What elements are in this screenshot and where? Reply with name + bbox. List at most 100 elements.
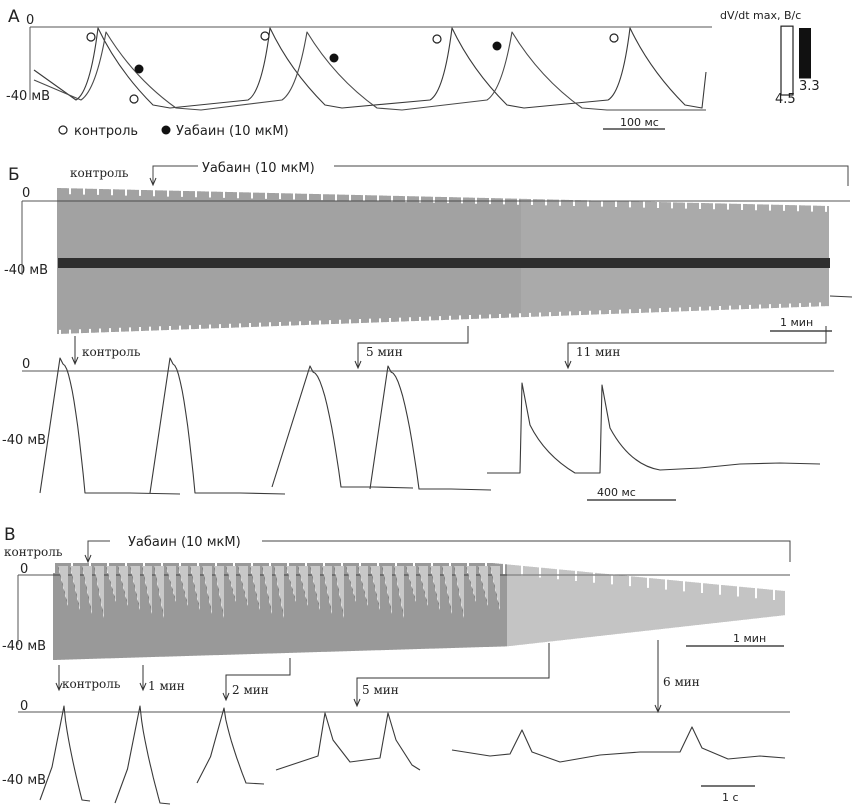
- filled-circle-marker: [134, 64, 144, 74]
- panel-c-callout-2min: [225, 658, 291, 700]
- dense-trace-sawtooth: [70, 566, 80, 610]
- panel-a-zero-label: 0: [26, 13, 34, 28]
- panel-b-control-arrow: [149, 177, 157, 187]
- dense-trace-sawtooth: [82, 566, 92, 614]
- panel-c-control-arrow-line: [87, 540, 110, 562]
- panel-c-scale-label: 1 мин: [733, 632, 766, 645]
- dense-trace-sawtooth: [190, 566, 200, 610]
- open-circle-marker: [432, 34, 442, 44]
- arrow-head: [354, 360, 362, 370]
- dense-trace-sawtooth: [430, 566, 440, 610]
- dense-trace-sawtooth: [214, 566, 224, 618]
- dense-trace-sawtooth: [178, 566, 188, 606]
- dense-trace-sawtooth: [286, 566, 296, 602]
- dense-trace-sawtooth: [490, 566, 500, 610]
- dense-trace-tail: [829, 295, 853, 298]
- bar-control-value: 4.5: [775, 92, 796, 107]
- panel-b-letter: Б: [8, 165, 20, 185]
- dense-trace-sawtooth: [94, 566, 104, 618]
- bar-control: [780, 25, 794, 96]
- dense-trace-sawtooth: [370, 566, 380, 610]
- panel-c-inset-scale-label: 1 с: [722, 791, 739, 804]
- arrow-head: [222, 692, 230, 702]
- arrow-head: [84, 554, 92, 564]
- dense-trace-sawtooth: [406, 566, 416, 602]
- panel-b-callout-5min: [357, 326, 469, 368]
- bar-ouabain: [799, 28, 811, 79]
- panel-c-inset-label-control: контроль: [62, 677, 121, 691]
- arrow-head: [71, 356, 79, 366]
- panel-b-zero-label: 0: [22, 186, 30, 201]
- panel-b-inset-trace: [39, 357, 821, 495]
- open-circle-marker: [86, 32, 96, 42]
- dense-trace-sawtooth: [274, 566, 284, 618]
- dense-trace-sawtooth: [118, 566, 128, 606]
- panel-a-trace-ouabain: [33, 31, 706, 111]
- dense-trace-sawtooth: [310, 566, 320, 610]
- panel-b-inset-label-11min: 11 мин: [576, 345, 620, 359]
- panel-c-letter: В: [4, 525, 16, 545]
- dense-trace-sawtooth: [130, 566, 140, 610]
- dense-trace-sawtooth: [334, 566, 344, 618]
- open-circle-marker: [260, 31, 270, 41]
- panel-a-v-label: -40 мВ: [6, 89, 50, 104]
- panel-b-callout-11min: [567, 326, 827, 368]
- dense-trace-block: [58, 258, 830, 268]
- legend-ouabain-icon: [161, 125, 171, 135]
- panel-b-scale-label: 1 мин: [780, 316, 813, 329]
- panel-c-inset-label-5min: 5 мин: [362, 683, 399, 697]
- dense-trace-sawtooth: [478, 566, 488, 606]
- dense-trace-sawtooth: [418, 566, 428, 606]
- dense-trace-sawtooth: [202, 566, 212, 614]
- legend-ouabain-label: Уабаин (10 мкМ): [176, 124, 289, 139]
- panel-c-inset-v: -40 мВ: [2, 773, 46, 788]
- dense-trace-sawtooth: [298, 566, 308, 606]
- panel-c-inset-zero: 0: [20, 699, 28, 714]
- dense-trace-sawtooth: [238, 566, 248, 606]
- panel-c-inset-label-2min: 2 мин: [232, 683, 269, 697]
- panel-b-control-label: контроль: [70, 166, 129, 180]
- panel-b-inset-scale-label: 400 мс: [597, 486, 636, 499]
- panel-a-letter: А: [8, 7, 20, 27]
- panel-a-trace-control: [33, 27, 707, 109]
- filled-circle-marker: [492, 41, 502, 51]
- arrow-head: [139, 682, 147, 692]
- dense-trace-sawtooth: [454, 566, 464, 618]
- dense-trace-sawtooth: [346, 566, 356, 602]
- dense-trace-sawtooth: [394, 566, 404, 618]
- dense-trace-sawtooth: [250, 566, 260, 610]
- dvdt-label: dV/dt max, В/с: [720, 9, 801, 22]
- panel-b-v-label: -40 мВ: [4, 263, 48, 278]
- panel-c-drug-label: Уабаин (10 мкМ): [128, 535, 241, 550]
- arrow-head: [564, 360, 572, 370]
- arrow-head: [353, 698, 361, 708]
- dense-trace-sawtooth: [142, 566, 152, 614]
- filled-circle-marker: [329, 53, 339, 63]
- dense-trace-sawtooth: [262, 566, 272, 614]
- panel-c-control-label: контроль: [4, 545, 63, 559]
- dense-trace-sawtooth: [322, 566, 332, 614]
- panel-c-dense-trace: [53, 563, 785, 660]
- panel-b-inset-zero: 0: [22, 357, 30, 372]
- dense-trace-sawtooth: [442, 566, 452, 614]
- open-circle-marker: [609, 33, 619, 43]
- panel-b-inset-label-5min: 5 мин: [366, 345, 403, 359]
- legend-control-icon: [58, 125, 68, 135]
- panel-c-inset-label-1min: 1 мин: [148, 679, 185, 693]
- dense-trace-sawtooth: [58, 566, 68, 606]
- dense-trace-sawtooth: [466, 566, 476, 602]
- panel-c: В контроль Уабаин (10 мкМ) 0 -40 мВ 1 ми…: [2, 525, 791, 805]
- dense-trace-sawtooth: [358, 566, 368, 606]
- panel-c-drug-bracket: [262, 540, 791, 562]
- panel-c-inset-label-6min: 6 мин: [663, 675, 700, 689]
- legend-control-label: контроль: [74, 124, 138, 139]
- panel-a-scale-label: 100 мс: [620, 116, 659, 129]
- open-circle-marker: [129, 94, 139, 104]
- bar-ouabain-value: 3.3: [799, 79, 820, 94]
- arrow-head: [55, 682, 63, 692]
- panel-b-inset-v: -40 мВ: [2, 433, 46, 448]
- dense-trace-sawtooth: [166, 566, 176, 602]
- panel-b: Б контроль Уабаин (10 мкМ) 0 -40 мВ 1 ми…: [2, 161, 853, 501]
- panel-b-drug-label: Уабаин (10 мкМ): [202, 161, 315, 176]
- panel-b-dense-trace: [57, 188, 853, 334]
